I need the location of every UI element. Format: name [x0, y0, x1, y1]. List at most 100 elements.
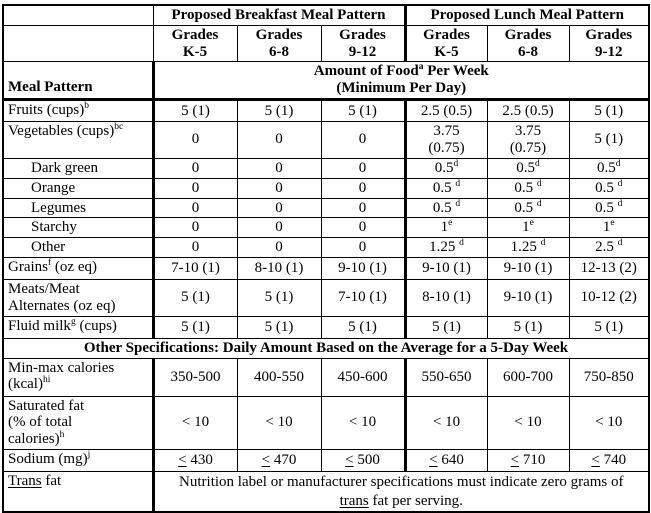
- grade-header-cell: Grades K-5: [403, 24, 488, 63]
- value-cell: 3.75 (0.75): [486, 120, 570, 159]
- value-cell: 0.5 d: [486, 197, 570, 219]
- value-cell: < 10: [236, 395, 322, 450]
- corner-cell: [2, 24, 154, 63]
- value-cell: 0: [236, 217, 322, 239]
- value-cell: 5 (1): [568, 98, 650, 122]
- value-cell: 1.25 d: [486, 237, 570, 258]
- corner-cell: [2, 4, 154, 26]
- value-cell: < 710: [486, 448, 570, 472]
- row-label-cell: Vegetables (cups)bc: [2, 120, 154, 159]
- header-section: Proposed Breakfast Meal Pattern Proposed…: [2, 4, 650, 101]
- value-cell: < 10: [151, 395, 238, 450]
- value-cell: 0.5d: [403, 157, 488, 179]
- row-label-cell: Min-max calories (kcal)hi: [2, 357, 154, 397]
- value-cell: 1e: [403, 217, 488, 239]
- value-cell: < 470: [236, 448, 322, 472]
- table-row: Sodium (mg)j < 430 < 470 < 500 < 640 < 710 < 7…: [2, 448, 650, 472]
- value-cell: 5 (1): [568, 120, 650, 159]
- value-cell: 750-850: [568, 357, 650, 397]
- value-cell: < 430: [151, 448, 238, 472]
- table-row: Other Specifications: Daily Amount Based…: [2, 337, 650, 359]
- value-cell: 0: [320, 197, 406, 219]
- value-cell: 1e: [486, 217, 570, 239]
- value-cell: 5 (1): [320, 315, 406, 339]
- table-row: Min-max calories (kcal)hi 350-500 400-550 45…: [2, 357, 650, 397]
- row-label-cell: Fluid milkg (cups): [2, 315, 154, 339]
- value-cell: 5 (1): [151, 315, 238, 339]
- value-cell: 9-10 (1): [486, 278, 570, 317]
- value-cell: 0: [151, 157, 238, 179]
- value-cell: 1.25 d: [403, 237, 488, 258]
- row-label-cell: Orange: [2, 177, 154, 199]
- value-cell: < 740: [568, 448, 650, 472]
- value-cell: 550-650: [403, 357, 488, 397]
- food-rows-section: Fruits (cups)b 5 (1) 5 (1) 5 (1) 2.5 (0.5) 2.…: [2, 98, 650, 339]
- table-row: Other 0 0 0 1.25 d 1.25 d 2.5 d: [2, 237, 650, 258]
- table-row: Meats/Meat Alternates (oz eq) 5 (1) 5 (1) 7-…: [2, 278, 650, 317]
- table-row: Fruits (cups)b 5 (1) 5 (1) 5 (1) 2.5 (0.5) 2.…: [2, 98, 650, 122]
- value-cell: 0: [320, 237, 406, 258]
- trans-fat-note-cell: Nutrition label or manufacturer specific…: [151, 470, 650, 513]
- table-row: Legumes 0 0 0 0.5 d 0.5 d 0.5 d: [2, 197, 650, 219]
- grade-header-cell: Grades 9-12: [568, 24, 650, 63]
- breakfast-header-cell: Proposed Breakfast Meal Pattern: [152, 4, 406, 26]
- table-row: Dark green 0 0 0 0.5d 0.5d 0.5d: [2, 157, 650, 179]
- row-label-cell: Other: [2, 237, 154, 258]
- value-cell: 350-500: [151, 357, 238, 397]
- value-cell: 0: [320, 177, 406, 199]
- value-cell: 0.5 d: [403, 177, 488, 199]
- value-cell: 0: [236, 237, 322, 258]
- value-cell: 0: [151, 237, 238, 258]
- row-label-cell: Trans fat: [2, 470, 154, 513]
- value-cell: < 10: [568, 395, 650, 450]
- grade-header-cell: Grades 6-8: [486, 24, 570, 63]
- table-row: Meal Pattern Amount of Fooda Per Week (Mi…: [2, 61, 650, 101]
- value-cell: 0: [320, 217, 406, 239]
- value-cell: 600-700: [486, 357, 570, 397]
- value-cell: 0: [236, 120, 322, 159]
- value-cell: 5 (1): [236, 315, 322, 339]
- grade-header-cell: Grades 9-12: [320, 24, 406, 63]
- value-cell: 0.5d: [486, 157, 570, 179]
- value-cell: 5 (1): [403, 315, 488, 339]
- value-cell: 450-600: [320, 357, 406, 397]
- table-row: Starchy 0 0 0 1e 1e 1e: [2, 217, 650, 239]
- value-cell: 400-550: [236, 357, 322, 397]
- value-cell: 12-13 (2): [568, 256, 650, 280]
- row-label-cell: Dark green: [2, 157, 154, 179]
- value-cell: 9-10 (1): [403, 256, 488, 280]
- other-specs-section: Other Specifications: Daily Amount Based…: [2, 337, 650, 359]
- value-cell: 0: [236, 157, 322, 179]
- value-cell: 0.5 d: [403, 197, 488, 219]
- value-cell: 5 (1): [151, 98, 238, 122]
- value-cell: 0.5 d: [568, 197, 650, 219]
- value-cell: < 10: [403, 395, 488, 450]
- other-specs-header-cell: Other Specifications: Daily Amount Based…: [2, 337, 650, 359]
- value-cell: 5 (1): [320, 98, 406, 122]
- value-cell: 5 (1): [568, 315, 650, 339]
- value-cell: 0.5 d: [486, 177, 570, 199]
- value-cell: 0: [320, 157, 406, 179]
- value-cell: < 640: [403, 448, 488, 472]
- value-cell: 10-12 (2): [568, 278, 650, 317]
- value-cell: 9-10 (1): [486, 256, 570, 280]
- value-cell: 8-10 (1): [403, 278, 488, 317]
- lunch-header-cell: Proposed Lunch Meal Pattern: [403, 4, 650, 26]
- value-cell: 2.5 (0.5): [486, 98, 570, 122]
- value-cell: 5 (1): [236, 278, 322, 317]
- row-label-cell: Fruits (cups)b: [2, 98, 154, 122]
- meal-pattern-label-cell: Meal Pattern: [2, 61, 154, 101]
- value-cell: 9-10 (1): [320, 256, 406, 280]
- row-label-cell: Starchy: [2, 217, 154, 239]
- row-label-cell: Meats/Meat Alternates (oz eq): [2, 278, 154, 317]
- grade-header-cell: Grades 6-8: [236, 24, 322, 63]
- trans-fat-section: Trans fat Nutrition label or manufacture…: [2, 470, 650, 513]
- table-row: Orange 0 0 0 0.5 d 0.5 d 0.5 d: [2, 177, 650, 199]
- value-cell: 0: [151, 120, 238, 159]
- amount-header-cell: Amount of Fooda Per Week (Minimum Per Day…: [151, 61, 650, 101]
- value-cell: 5 (1): [486, 315, 570, 339]
- value-cell: < 10: [486, 395, 570, 450]
- value-cell: 8-10 (1): [236, 256, 322, 280]
- value-cell: 0: [151, 197, 238, 219]
